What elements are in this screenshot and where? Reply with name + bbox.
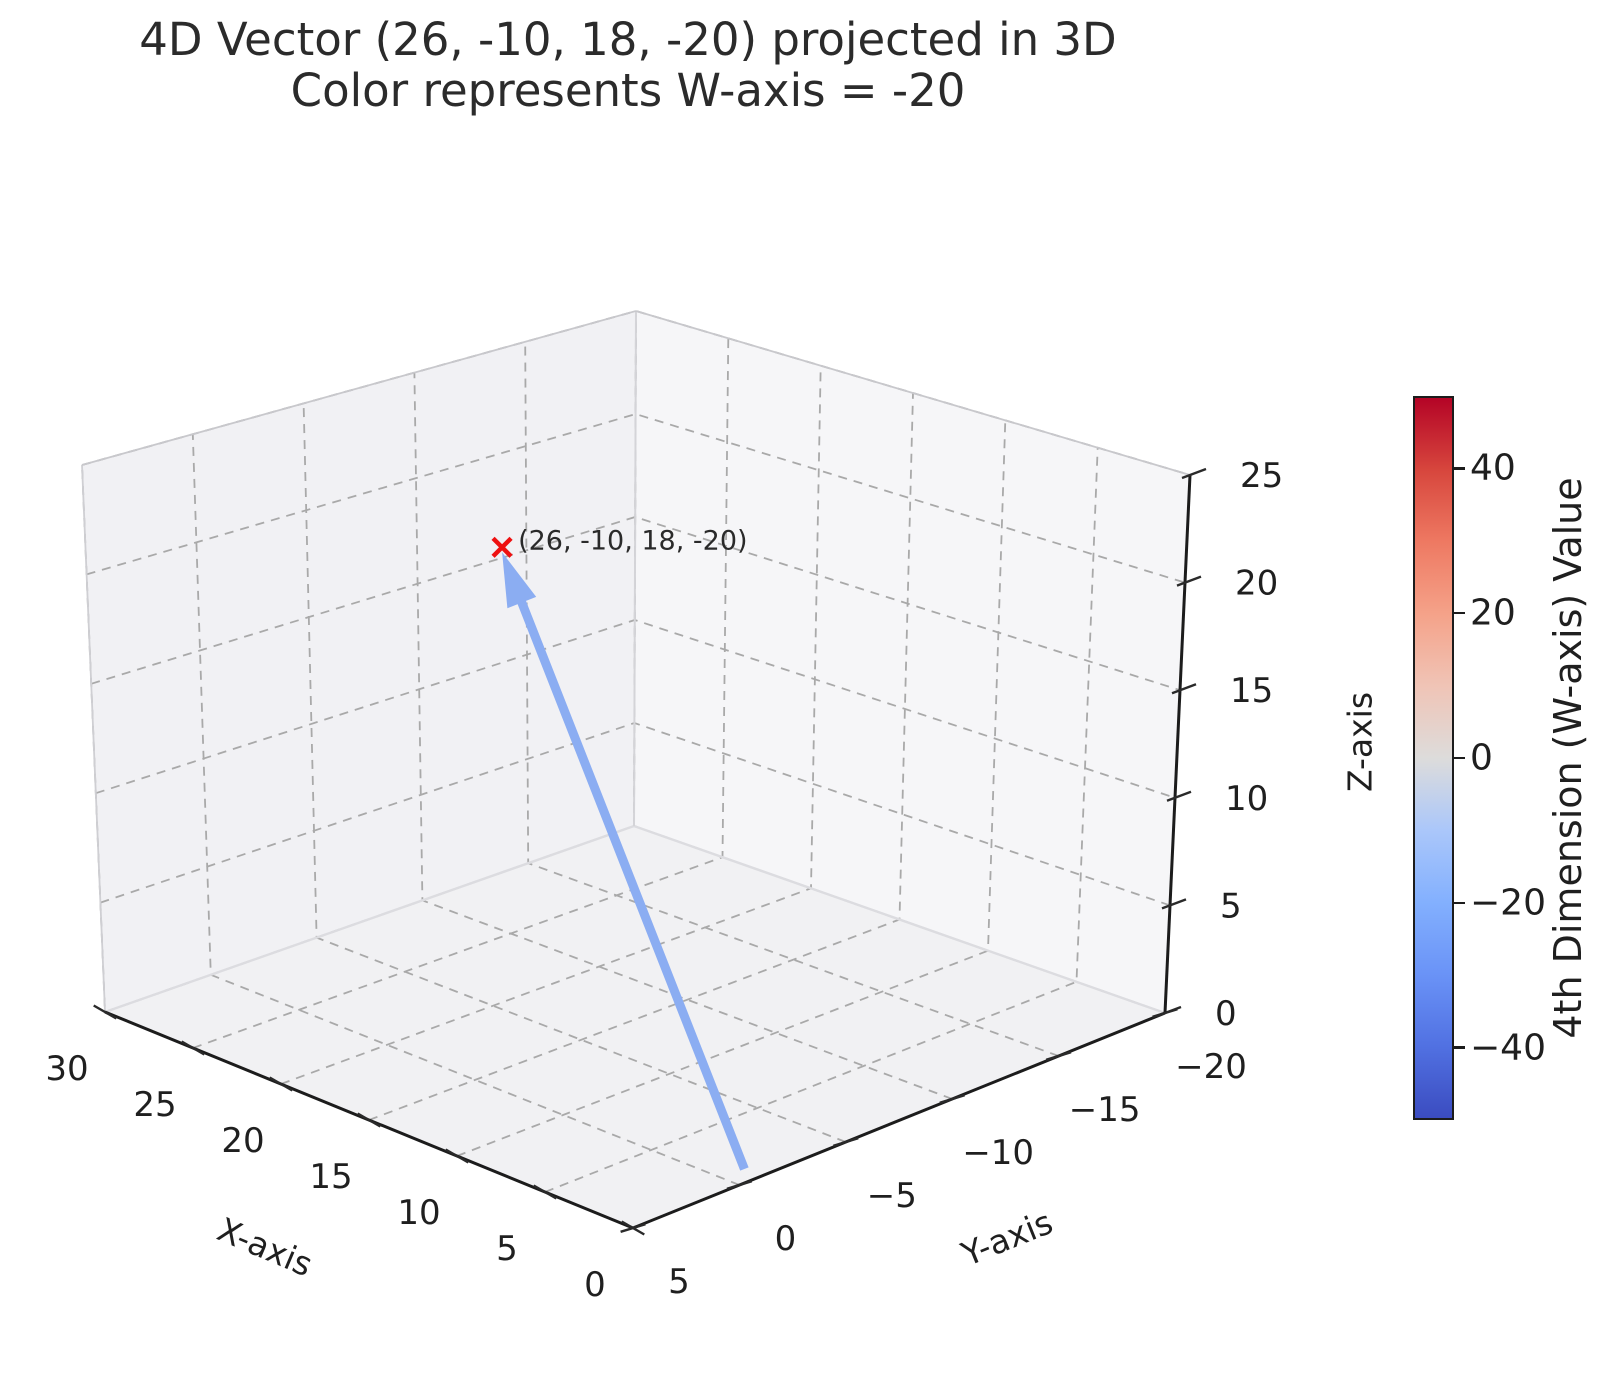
y-tick-mark — [1045, 1051, 1072, 1061]
chart-title-line2: Color represents W-axis = -20 — [290, 64, 966, 117]
z-tick-mark — [1161, 898, 1187, 910]
x-tick-mark — [445, 1148, 469, 1164]
pane-top-edge — [81, 310, 637, 466]
y-tick-label: −5 — [867, 1176, 917, 1216]
x-tick-mark — [533, 1184, 557, 1200]
y-tick-label: −10 — [962, 1133, 1034, 1173]
vector-arrow-shaft — [515, 595, 749, 1171]
colorbar-tick-label: −20 — [1470, 882, 1546, 924]
y-tick-mark — [620, 1223, 646, 1233]
pane-edge — [81, 464, 106, 1013]
colorbar — [1413, 396, 1454, 1120]
x-tick-label: 20 — [221, 1121, 264, 1161]
z-tick-mark — [1156, 1005, 1182, 1018]
colorbar-tick-label: 40 — [1470, 447, 1516, 489]
x-tick-label: 0 — [584, 1265, 606, 1305]
x-tick-mark — [269, 1076, 293, 1092]
y-tick-label: −20 — [1175, 1047, 1247, 1087]
colorbar-label: 4th Dimension (W-axis) Value — [1546, 477, 1590, 1039]
z-tick-label: 5 — [1220, 886, 1242, 926]
endpoint-marker-x — [491, 536, 513, 558]
x-tick-label: 25 — [133, 1085, 176, 1125]
x-tick-label: 30 — [45, 1049, 88, 1089]
z-tick-mark — [1171, 683, 1197, 695]
colorbar-tick-label: −40 — [1470, 1027, 1546, 1069]
z-tick-label: 0 — [1215, 994, 1237, 1034]
x-tick-label: 15 — [309, 1157, 352, 1197]
x-tick-label: 10 — [397, 1193, 440, 1233]
x-tick-mark — [357, 1112, 381, 1128]
z-tick-mark — [1181, 467, 1207, 480]
left-pane — [82, 311, 636, 1012]
chart-title-line1: 4D Vector (26, -10, 18, -20) projected i… — [139, 13, 1117, 66]
colorbar-tick-label: 20 — [1470, 592, 1516, 634]
x-tick-label: 5 — [496, 1229, 518, 1269]
vector-annotation: (26, -10, 18, -20) — [518, 525, 748, 557]
y-axis-spine — [632, 1011, 1166, 1230]
y-tick-label: −15 — [1069, 1090, 1141, 1130]
z-tick-mark — [1176, 575, 1202, 587]
y-tick-mark — [726, 1180, 753, 1190]
y-tick-label: 5 — [668, 1262, 690, 1302]
z-tick-label: 10 — [1225, 779, 1268, 819]
colorbar-tick-mark — [1454, 611, 1465, 615]
z-tick-mark — [1166, 790, 1192, 802]
colorbar-tick-mark — [1454, 756, 1465, 760]
pane-join-edge — [633, 310, 637, 827]
x-tick-mark — [93, 1004, 117, 1020]
z-axis-spine — [1163, 474, 1192, 1014]
pane-edge — [633, 824, 1166, 1015]
colorbar-tick-mark — [1454, 1046, 1465, 1049]
z-tick-label: 25 — [1240, 456, 1283, 496]
pane-top-edge — [635, 310, 1191, 476]
floor-pane — [105, 826, 1165, 1228]
y-tick-mark — [833, 1137, 859, 1147]
right-pane — [634, 311, 1190, 1013]
colorbar-tick-mark — [1454, 467, 1465, 470]
colorbar-tick-label: 0 — [1470, 737, 1493, 779]
y-tick-label: 0 — [775, 1219, 797, 1259]
z-tick-label: 20 — [1235, 564, 1278, 604]
vector-arrow-head — [502, 552, 537, 609]
y-tick-mark — [939, 1094, 965, 1104]
colorbar-tick-mark — [1454, 901, 1465, 905]
pane-edge — [104, 824, 635, 1014]
chart-title: 4D Vector (26, -10, 18, -20) projected i… — [0, 14, 1256, 116]
z-tick-label: 15 — [1230, 671, 1273, 711]
x-tick-mark — [181, 1040, 205, 1056]
z-axis-label: Z-axis — [1340, 691, 1380, 793]
